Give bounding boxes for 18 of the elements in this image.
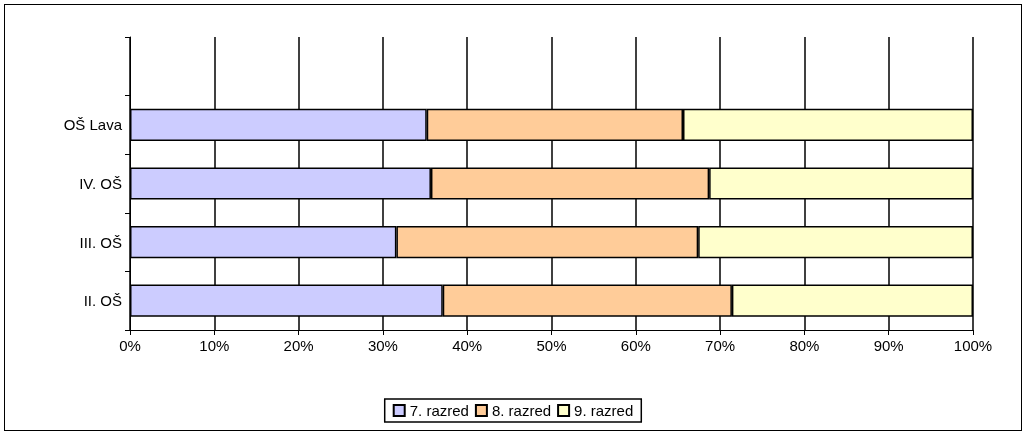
x-tick-label: 70% <box>705 337 736 354</box>
x-tick-label: 60% <box>620 337 651 354</box>
x-tick-label: 40% <box>452 337 483 354</box>
x-tick-label: 10% <box>199 337 230 354</box>
y-tick-label: III. OŠ <box>79 233 122 251</box>
x-tick-label: 90% <box>873 337 904 354</box>
legend-label: 7. razred <box>409 402 469 419</box>
x-tick-label: 80% <box>789 337 820 354</box>
legend-label: 8. razred <box>491 402 552 419</box>
x-tick-label: 50% <box>536 337 567 354</box>
x-tick-label: 30% <box>367 337 398 354</box>
x-tick-label: 0% <box>119 337 141 354</box>
y-tick-label: IV. OŠ <box>79 175 122 192</box>
y-tick-label: OŠ Lava <box>63 116 123 134</box>
x-tick-label: 100% <box>953 337 993 354</box>
legend-label: 9. razred <box>574 402 634 419</box>
y-tick-label: II. OŠ <box>83 292 122 310</box>
x-tick-label: 20% <box>283 337 314 354</box>
